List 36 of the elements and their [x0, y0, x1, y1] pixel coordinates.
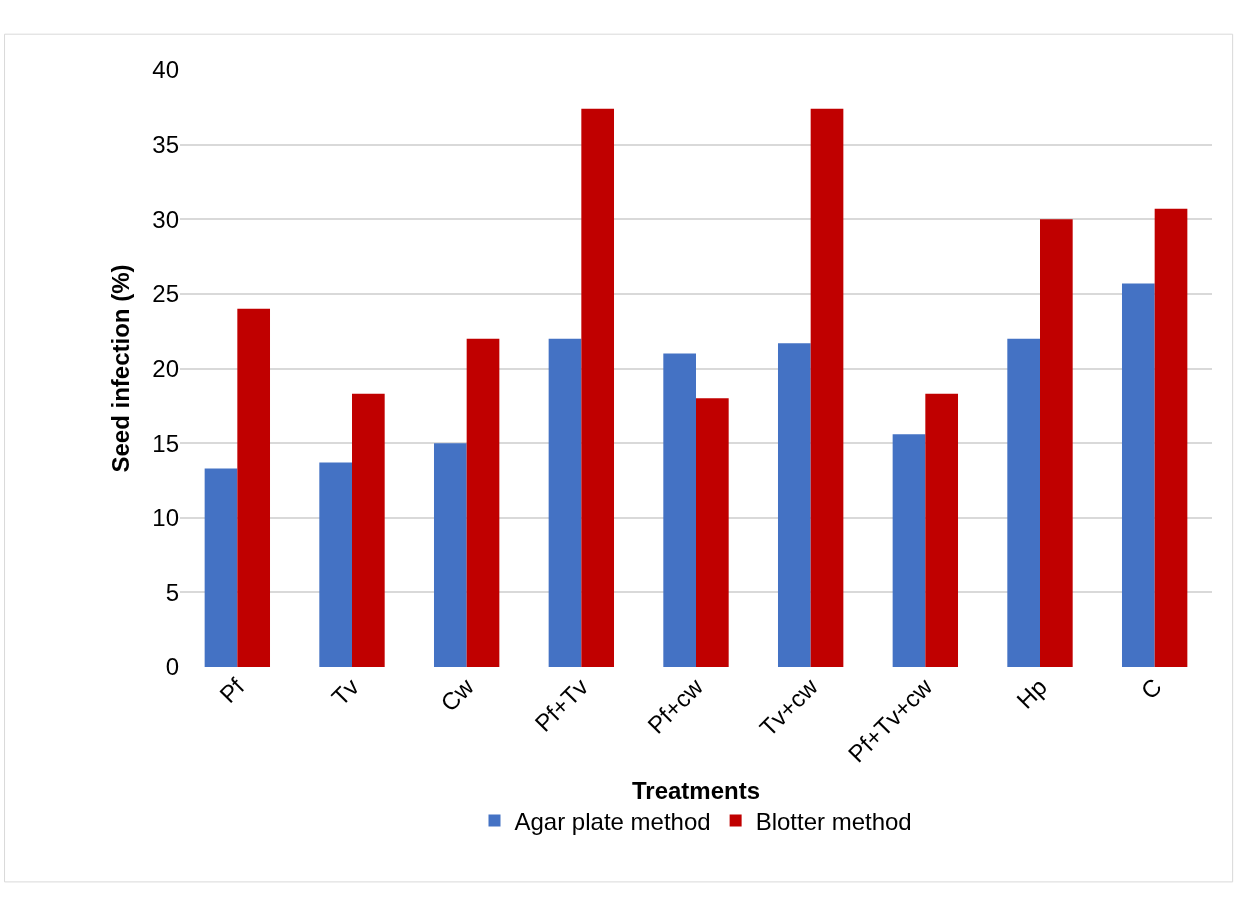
bar — [1007, 338, 1040, 667]
bar — [466, 338, 500, 667]
y-tick-label: 30 — [152, 205, 179, 233]
bar — [696, 398, 729, 667]
y-tick-label: 35 — [152, 131, 179, 159]
bar — [319, 462, 352, 667]
bar — [237, 308, 271, 667]
bar — [1040, 219, 1073, 667]
bar — [1154, 208, 1188, 667]
x-tick-label: Pf — [214, 672, 250, 709]
bar — [352, 393, 385, 667]
bar — [548, 338, 582, 667]
y-tick-label: 10 — [152, 504, 179, 532]
bar — [892, 434, 926, 667]
y-axis-title: Seed infection (%) — [107, 264, 135, 473]
y-tick-label: 20 — [152, 354, 179, 382]
bar — [925, 393, 959, 667]
bar — [1121, 283, 1155, 667]
y-tick-label: 40 — [152, 56, 179, 84]
x-tick-label: Tv — [326, 672, 365, 711]
bar — [663, 353, 696, 667]
legend-label: Blotter method — [755, 807, 912, 835]
legend-label: Agar plate method — [514, 807, 711, 835]
y-tick-label: 5 — [165, 578, 179, 606]
y-tick-label: 0 — [165, 653, 179, 681]
y-tick-label: 25 — [152, 280, 179, 308]
bar — [810, 108, 844, 667]
x-tick-label: Hp — [1011, 672, 1053, 714]
y-tick-label: 15 — [152, 429, 179, 457]
x-axis-title: Treatments — [631, 776, 761, 804]
bar — [433, 443, 467, 667]
x-tick-label: Cw — [435, 672, 480, 717]
bar — [777, 343, 811, 667]
x-tick-label: C — [1135, 672, 1167, 705]
bar — [204, 468, 238, 667]
bar — [581, 108, 615, 667]
